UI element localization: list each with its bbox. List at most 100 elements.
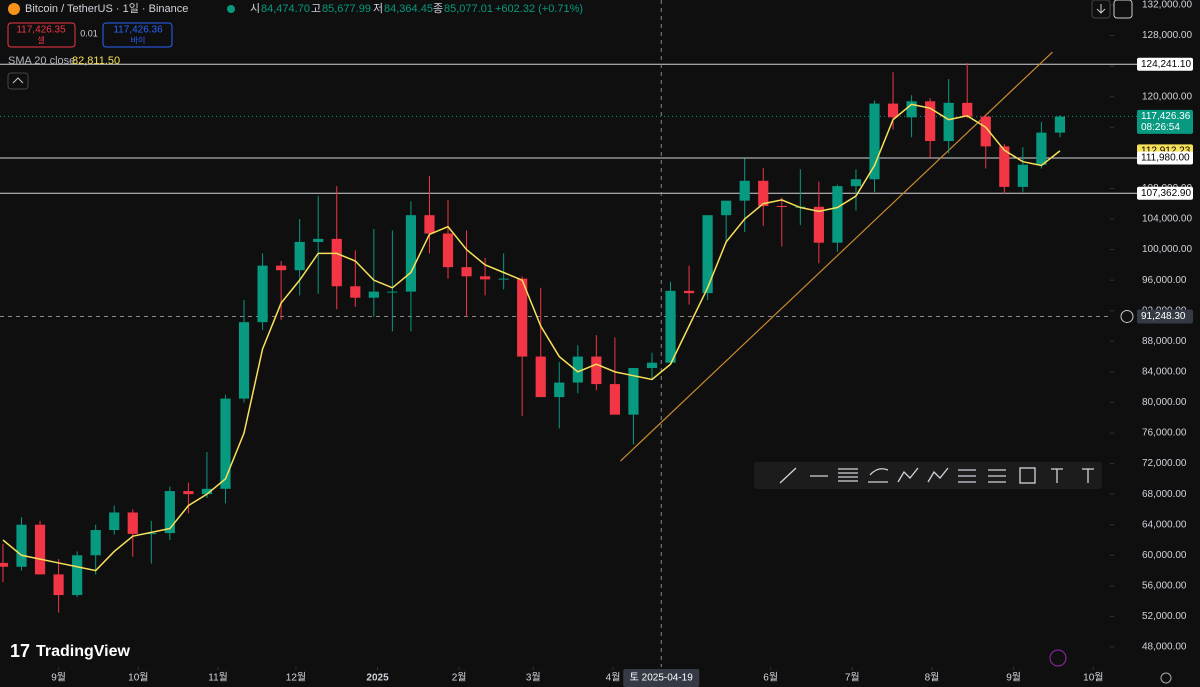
ohlc-value: 84,364.45: [384, 3, 433, 15]
trend-line: [620, 51, 1053, 462]
y-tick-label: 84,000.00: [1142, 366, 1187, 377]
lightning-button[interactable]: [1049, 649, 1067, 667]
settings-button[interactable]: [1113, 0, 1133, 19]
crosshair-y-box: [1137, 309, 1193, 324]
x-tick-label: 6월: [763, 672, 778, 684]
candle-body: [72, 555, 83, 596]
x-tick-label: 2월: [452, 672, 467, 684]
y-tick-label: 96,000.00: [1142, 275, 1187, 286]
candle-body: [646, 362, 658, 369]
candle-body: [962, 102, 973, 117]
y-tick-label: 120,000.00: [1142, 91, 1192, 102]
candle-body: [832, 186, 843, 243]
candle-body: [609, 384, 620, 415]
candle-body: [424, 215, 435, 234]
brand: TradingView: [36, 643, 131, 660]
candle-body: [535, 356, 546, 398]
candle-body: [146, 533, 157, 535]
price-label: 107,362.90: [1141, 188, 1191, 199]
candle-body: [461, 267, 472, 277]
price-label-box: [1137, 109, 1193, 134]
crosshair-x-box: [623, 669, 700, 687]
y-tick-label: 64,000.00: [1142, 519, 1187, 530]
x-tick-label: 9월: [1006, 672, 1021, 684]
x-tick-label: 4월: [606, 672, 621, 684]
indicator-name: SMA 20 close: [8, 55, 75, 67]
candle-body: [0, 562, 9, 567]
price-label-box: [1137, 57, 1193, 71]
candle-body: [776, 206, 787, 208]
candle-body: [276, 265, 287, 271]
add-alert: [1120, 309, 1134, 323]
candle-body: [313, 238, 324, 242]
y-tick-label: 100,000.00: [1142, 244, 1192, 255]
y-tick-label: 48,000.00: [1142, 642, 1187, 653]
change: +602.32 (+0.71%): [495, 3, 583, 15]
y-tick-label: 60,000.00: [1142, 550, 1187, 561]
candle-body: [906, 101, 917, 118]
crosshair-y-label: 91,248.30: [1141, 311, 1186, 322]
x-tick-label: 10월: [1083, 672, 1103, 684]
price-label: 124,241.10: [1141, 59, 1191, 70]
symbol: Bitcoin / TetherUS · 1일 · Binance: [25, 1, 188, 15]
x-tick-label: 11월: [208, 672, 228, 684]
download-button[interactable]: [1091, 0, 1111, 19]
sell-button[interactable]: [7, 22, 76, 48]
candle-body: [34, 524, 46, 575]
candle-body: [294, 241, 305, 271]
candle-body: [405, 215, 417, 292]
ohlc-label: 종: [433, 3, 443, 15]
candle-body: [869, 103, 880, 180]
candle-body: [220, 398, 231, 489]
x-tick-label: 10월: [128, 672, 148, 684]
candle-body: [387, 291, 398, 293]
y-tick-label: 72,000.00: [1142, 458, 1187, 469]
buy-button[interactable]: [102, 22, 173, 48]
candle-body: [739, 180, 750, 201]
candle-body: [127, 512, 138, 534]
toolbar-icons[interactable]: [779, 467, 1094, 484]
download-icon: [1096, 4, 1106, 14]
candle-body: [479, 276, 491, 280]
y-tick-label: 104,000.00: [1142, 214, 1192, 225]
candle-body: [683, 290, 695, 294]
y-tick-label: 76,000.00: [1142, 428, 1187, 439]
candle-body: [887, 103, 899, 118]
candle-body: [572, 356, 583, 383]
quantity: 0.01: [80, 28, 98, 38]
buy-price: 117,426.36: [113, 25, 163, 36]
candle-body: [999, 146, 1010, 187]
candle-body: [1054, 116, 1066, 133]
logo-mark: 17: [10, 641, 30, 661]
buy-label: 바이: [131, 35, 146, 45]
x-tick-label: 8월: [925, 672, 940, 684]
candle-body: [109, 512, 120, 531]
sell-price: 117,426.35: [16, 25, 66, 36]
candle-body: [368, 291, 379, 298]
y-tick-label: 56,000.00: [1142, 580, 1187, 591]
y-tick-label: 132,000.00: [1142, 0, 1192, 11]
overlay: Bitcoin / TetherUS · 1일 · Binance 시 84,4…: [7, 0, 1172, 684]
candle-body: [517, 278, 528, 357]
candle-body: [925, 101, 936, 142]
candle-body: [164, 491, 175, 534]
y-tick-label: 128,000.00: [1142, 30, 1192, 41]
gear-button[interactable]: [1160, 672, 1172, 684]
candle-body: [943, 102, 954, 142]
y-tick-label: 88,000.00: [1142, 336, 1187, 347]
collapse-button[interactable]: [7, 72, 29, 90]
price-label-box: [1137, 186, 1193, 200]
indicator-value: 82,811.50: [72, 55, 120, 67]
candle-body: [1017, 164, 1028, 187]
candle-body: [554, 382, 565, 398]
x-tick-label: 7월: [845, 672, 860, 684]
y-tick-label: 68,000.00: [1142, 489, 1187, 500]
candle-body: [758, 180, 769, 207]
countdown: 08:26:54: [1141, 122, 1180, 133]
ohlc-value: 84,474.70: [261, 3, 310, 15]
candle-body: [721, 200, 732, 216]
price-label-box: [1137, 151, 1193, 165]
candle-body: [53, 574, 64, 596]
candle-body: [498, 278, 509, 280]
